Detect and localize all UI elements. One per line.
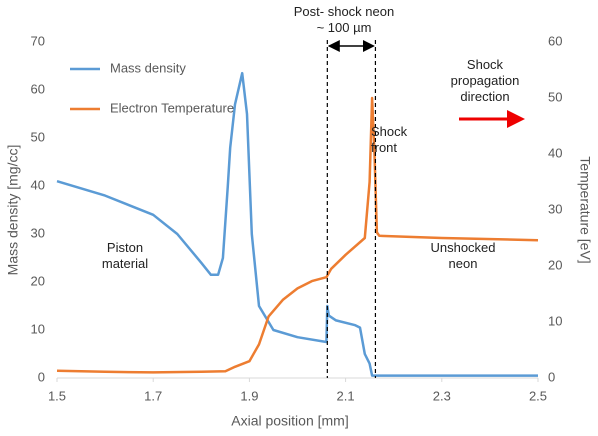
y2-tick-label: 30 bbox=[548, 201, 562, 216]
x-tick-label: 1.9 bbox=[240, 388, 258, 403]
annotation: Unshocked neon bbox=[430, 240, 496, 271]
y2-tick-label: 50 bbox=[548, 89, 562, 104]
y-tick-label: 20 bbox=[31, 273, 45, 288]
annotation: Shock propagation direction bbox=[450, 57, 520, 104]
x-tick-label: 1.5 bbox=[48, 388, 66, 403]
data-line bbox=[56, 96, 539, 374]
x-tick-label: 2.1 bbox=[337, 388, 355, 403]
y-tick-label: 60 bbox=[31, 81, 45, 96]
y2-tick-label: 10 bbox=[548, 313, 562, 328]
annotation: Piston material bbox=[101, 240, 149, 271]
y-tick-label: 70 bbox=[31, 33, 45, 48]
annotation: Shock front bbox=[371, 124, 408, 155]
y-tick-label: 40 bbox=[31, 177, 45, 192]
data-line bbox=[56, 71, 538, 377]
y2-tick-label: 60 bbox=[548, 33, 562, 48]
annotation: Post- shock neon bbox=[293, 4, 395, 19]
legend-label: Electron Temperature bbox=[110, 100, 234, 115]
x-tick-label: 1.7 bbox=[144, 388, 162, 403]
y-tick-label: 30 bbox=[31, 225, 45, 240]
x-axis-label: Axial position [mm] bbox=[231, 413, 348, 429]
y2-tick-label: 0 bbox=[548, 369, 555, 384]
y2-axis-label: Temperature [eV] bbox=[577, 156, 593, 263]
y-tick-label: 50 bbox=[31, 129, 45, 144]
annotation: ~ 100 µm bbox=[316, 20, 372, 35]
y-axis-label: Mass density [mg/cc] bbox=[5, 145, 21, 276]
y2-tick-label: 40 bbox=[548, 145, 562, 160]
legend-label: Mass density bbox=[110, 60, 186, 75]
y-tick-label: 0 bbox=[38, 369, 45, 384]
x-tick-label: 2.3 bbox=[433, 388, 451, 403]
y2-tick-label: 20 bbox=[548, 257, 562, 272]
x-tick-label: 2.5 bbox=[529, 388, 547, 403]
y-tick-label: 10 bbox=[31, 321, 45, 336]
